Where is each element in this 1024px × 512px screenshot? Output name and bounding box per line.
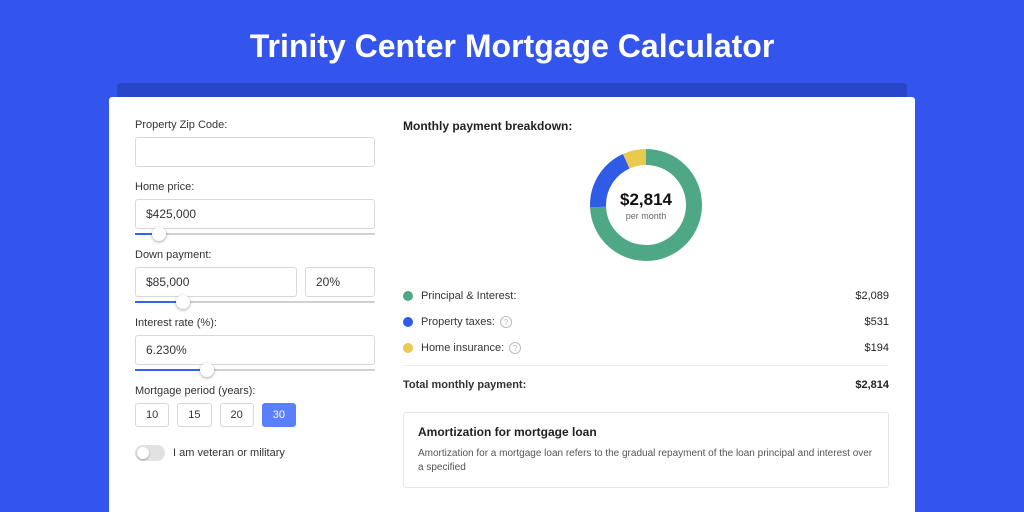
interest-rate-slider[interactable] <box>135 369 375 371</box>
page-title: Trinity Center Mortgage Calculator <box>250 28 775 65</box>
zip-field: Property Zip Code: <box>135 119 375 167</box>
amortization-box: Amortization for mortgage loan Amortizat… <box>403 412 889 488</box>
veteran-label: I am veteran or military <box>173 447 285 459</box>
legend-dot <box>403 291 413 301</box>
legend-row-1: Property taxes:? $531 <box>403 309 889 335</box>
veteran-row: I am veteran or military <box>135 445 375 461</box>
legend-amount: $2,089 <box>855 290 889 302</box>
period-label: Mortgage period (years): <box>135 385 375 397</box>
legend-dot <box>403 317 413 327</box>
legend-divider <box>403 365 889 366</box>
donut-center-value: $2,814 <box>620 190 672 210</box>
period-button-10[interactable]: 10 <box>135 403 169 427</box>
legend-row-0: Principal & Interest: $2,089 <box>403 283 889 309</box>
legend-total-row: Total monthly payment: $2,814 <box>403 372 889 398</box>
info-icon[interactable]: ? <box>500 316 512 328</box>
period-button-30[interactable]: 30 <box>262 403 296 427</box>
info-icon[interactable]: ? <box>509 342 521 354</box>
legend-row-2: Home insurance:? $194 <box>403 335 889 361</box>
legend-dot <box>403 343 413 353</box>
amortization-title: Amortization for mortgage loan <box>418 425 874 439</box>
legend-label: Principal & Interest: <box>421 290 516 302</box>
panel-shadow: Property Zip Code: Home price: Down paym… <box>117 83 907 483</box>
down-payment-field: Down payment: <box>135 249 375 303</box>
legend-amount: $531 <box>865 316 889 328</box>
down-payment-amount-input[interactable] <box>135 267 297 297</box>
legend-label: Home insurance: <box>421 342 504 354</box>
interest-rate-input[interactable] <box>135 335 375 365</box>
legend-total-label: Total monthly payment: <box>403 379 526 391</box>
down-payment-slider[interactable] <box>135 301 375 303</box>
home-price-input[interactable] <box>135 199 375 229</box>
interest-rate-label: Interest rate (%): <box>135 317 375 329</box>
down-payment-percent-input[interactable] <box>305 267 375 297</box>
veteran-toggle[interactable] <box>135 445 165 461</box>
legend-label: Property taxes: <box>421 316 495 328</box>
donut-chart-wrap: $2,814 per month <box>403 145 889 265</box>
breakdown-column: Monthly payment breakdown: $2,814 per mo… <box>403 119 889 512</box>
donut-center-sub: per month <box>626 211 667 221</box>
period-button-20[interactable]: 20 <box>220 403 254 427</box>
period-field: Mortgage period (years): 10 15 20 30 <box>135 385 375 427</box>
zip-label: Property Zip Code: <box>135 119 375 131</box>
breakdown-title: Monthly payment breakdown: <box>403 119 889 133</box>
form-column: Property Zip Code: Home price: Down paym… <box>135 119 375 512</box>
donut-chart: $2,814 per month <box>586 145 706 265</box>
legend-amount: $194 <box>865 342 889 354</box>
interest-rate-field: Interest rate (%): <box>135 317 375 371</box>
down-payment-label: Down payment: <box>135 249 375 261</box>
zip-input[interactable] <box>135 137 375 167</box>
home-price-field: Home price: <box>135 181 375 235</box>
home-price-label: Home price: <box>135 181 375 193</box>
calculator-panel: Property Zip Code: Home price: Down paym… <box>109 97 915 512</box>
amortization-text: Amortization for a mortgage loan refers … <box>418 447 874 475</box>
legend-total-amount: $2,814 <box>855 379 889 391</box>
home-price-slider[interactable] <box>135 233 375 235</box>
period-button-15[interactable]: 15 <box>177 403 211 427</box>
